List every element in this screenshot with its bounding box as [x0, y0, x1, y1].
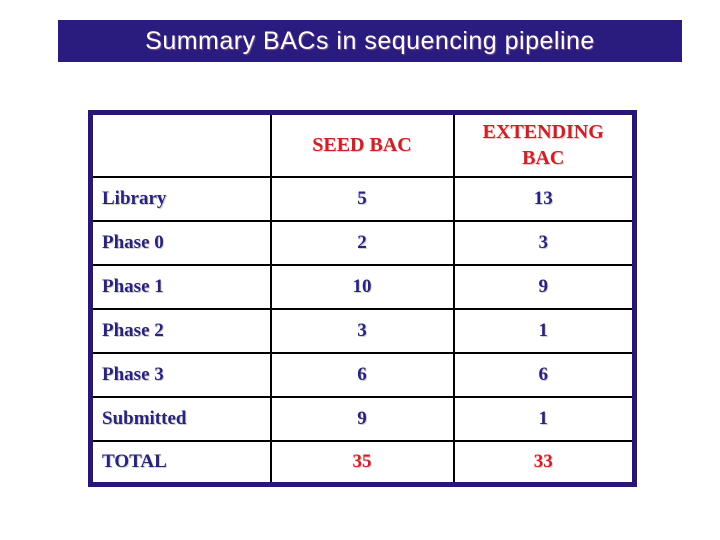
extending-value: 13 [452, 175, 636, 222]
bac-summary-table: SEED BAC EXTENDING BAC Library 5 13 Phas… [88, 110, 637, 487]
slide-title: Summary BACs in sequencing pipeline [145, 26, 595, 55]
seed-value: 6 [269, 351, 455, 398]
table-row: Phase 2 3 1 [89, 307, 636, 354]
table-row-total: TOTAL 35 33 [89, 439, 636, 486]
title-banner: Summary BACs in sequencing pipeline [58, 20, 682, 62]
seed-value: 10 [269, 263, 455, 310]
table-row: Phase 3 6 6 [89, 351, 636, 398]
extending-value: 6 [452, 351, 636, 398]
table-row: Library 5 13 [89, 175, 636, 222]
row-label: Library [89, 175, 272, 222]
seed-value: 3 [269, 307, 455, 354]
row-label: Phase 2 [89, 307, 272, 354]
extending-value: 1 [452, 307, 636, 354]
extending-total-value: 33 [452, 439, 636, 486]
column-header-extending-bac: EXTENDING BAC [452, 111, 636, 178]
column-header-seed-bac: SEED BAC [269, 111, 455, 178]
row-label: Phase 0 [89, 219, 272, 266]
seed-value: 2 [269, 219, 455, 266]
row-label: Phase 1 [89, 263, 272, 310]
seed-value: 5 [269, 175, 455, 222]
row-label: Submitted [89, 395, 272, 442]
seed-value: 9 [269, 395, 455, 442]
table-row: Submitted 9 1 [89, 395, 636, 442]
header-row: SEED BAC EXTENDING BAC [89, 111, 636, 178]
extending-value: 1 [452, 395, 636, 442]
row-label: Phase 3 [89, 351, 272, 398]
column-header-blank [89, 111, 272, 178]
table-row: Phase 1 10 9 [89, 263, 636, 310]
extending-value: 9 [452, 263, 636, 310]
seed-total-value: 35 [269, 439, 455, 486]
extending-value: 3 [452, 219, 636, 266]
row-label: TOTAL [89, 439, 272, 486]
table-row: Phase 0 2 3 [89, 219, 636, 266]
